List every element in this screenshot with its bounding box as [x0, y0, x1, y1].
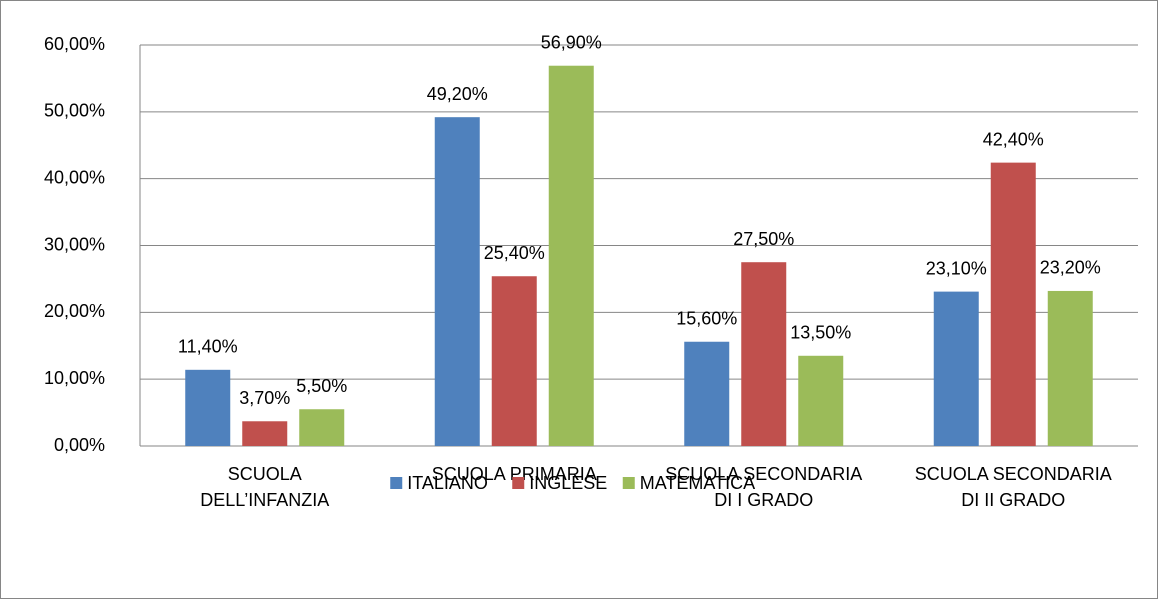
bar: [933, 291, 979, 446]
data-label: 3,70%: [239, 388, 290, 408]
bar: [548, 65, 594, 447]
x-tick-label: SCUOLA PRIMARIA: [431, 464, 597, 484]
data-label: 13,50%: [790, 323, 851, 343]
y-tick-label: 0,00%: [54, 435, 105, 455]
bar: [990, 162, 1036, 447]
data-label: 42,40%: [983, 129, 1044, 149]
data-label: 49,20%: [427, 84, 488, 104]
y-tick-label: 40,00%: [44, 167, 105, 187]
data-label: 15,60%: [676, 308, 737, 328]
bar: [242, 421, 288, 446]
legend-swatch: [512, 477, 525, 489]
data-label: 23,10%: [926, 258, 987, 278]
x-tick-label: SCUOLA SECONDARIA DI I GRADO: [665, 464, 863, 510]
data-label: 56,90%: [541, 32, 602, 52]
bar: [798, 355, 844, 446]
y-tick-label: 10,00%: [44, 368, 105, 388]
bar: [684, 341, 730, 446]
bar: [491, 276, 537, 446]
x-tick-label-box: SCUOLA SECONDARIA DI I GRADO: [665, 464, 863, 510]
y-tick-label: 50,00%: [44, 101, 105, 121]
legend-label: MATEMATICA: [640, 473, 755, 493]
bar: [299, 409, 345, 446]
legend-swatch: [622, 477, 635, 489]
legend-label: ITALIANO: [407, 473, 488, 493]
x-tick-label-box: SCUOLA DELL’INFANZIA: [200, 464, 330, 510]
bar: [1047, 290, 1093, 446]
data-label: 23,20%: [1040, 258, 1101, 278]
x-tick-label-box: SCUOLA PRIMARIA: [431, 464, 597, 484]
y-tick-label: 30,00%: [44, 234, 105, 254]
data-label: 5,50%: [296, 376, 347, 396]
y-tick-label: 20,00%: [44, 301, 105, 321]
bar: [185, 369, 231, 446]
legend-swatch: [390, 477, 403, 489]
data-label: 11,40%: [178, 337, 238, 357]
bar: [741, 262, 787, 446]
x-tick-label: SCUOLA DELL’INFANZIA: [200, 464, 330, 510]
bar: [434, 117, 480, 447]
data-label: 27,50%: [733, 229, 794, 249]
y-tick-label: 60,00%: [44, 34, 105, 54]
x-tick-label: SCUOLA SECONDARIA DI II GRADO: [914, 464, 1112, 510]
data-label: 25,40%: [484, 243, 545, 263]
legend-label: INGLESE: [529, 473, 607, 493]
x-tick-label-box: SCUOLA SECONDARIA DI II GRADO: [914, 464, 1112, 510]
